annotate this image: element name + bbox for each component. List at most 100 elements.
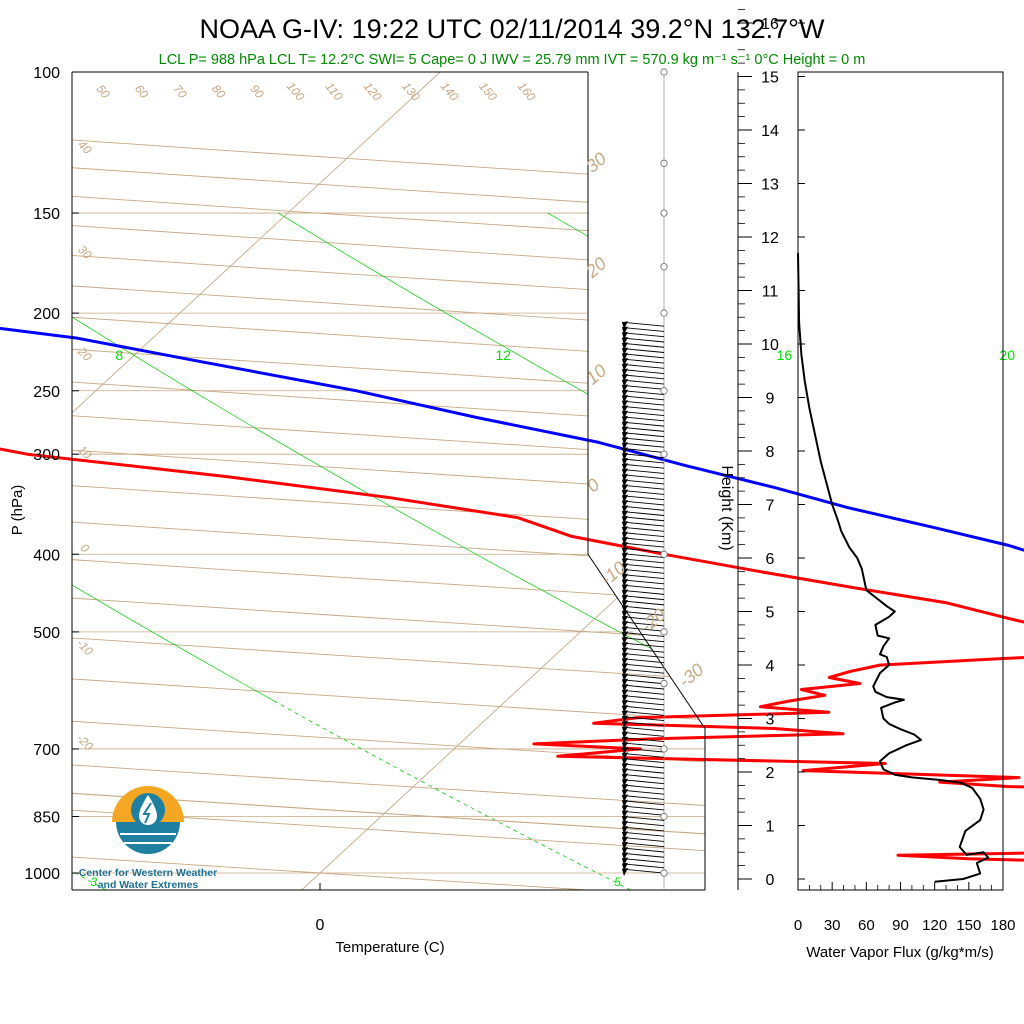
calm-wind-marker [660,812,668,821]
height-tick-label: 6 [766,551,775,568]
wind-barb [621,348,665,353]
mixing-ratio-line [547,212,705,702]
isotherm-label: 10 [582,360,610,388]
dry-adiabat-line [72,72,588,890]
wind-barb-flag [622,426,628,435]
parcel-path-line [72,376,705,874]
wind-barb-flag [622,442,628,451]
wind-barb [621,495,665,501]
wind-barb [621,721,665,727]
wind-barb [621,589,665,595]
wind-barb [621,605,665,611]
wind-barb [621,742,665,748]
wind-barb-flag [622,578,628,587]
wind-barb [621,369,665,374]
height-tick-label: 13 [761,177,779,194]
wind-barb-flag [622,768,628,777]
dry-adiabat-line [72,72,705,890]
wind-barb-flag [622,857,628,866]
dry-adiabat-line [72,72,705,890]
wind-barb-flag [622,531,628,540]
wind-barb [621,842,665,848]
flux-tick-label: 0 [794,917,802,934]
wind-barb-flag [622,326,628,335]
wind-barb [621,516,665,522]
wind-barb [621,484,665,490]
wind-barb [621,405,665,411]
wind-barb [621,763,665,769]
height-tick-label: 10 [761,337,779,354]
wind-barb [621,826,665,832]
wind-barb [621,800,665,806]
wind-barb-flag [622,747,628,756]
wind-barb-flag [622,694,628,703]
height-tick-label: 15 [761,70,779,87]
pressure-axis-label: P (hPa) [9,485,26,536]
height-tick-label: 9 [766,391,775,408]
wind-barb [621,595,665,601]
isotherm-line [72,72,441,890]
chart-title: NOAA G-IV: 19:22 UTC 02/11/2014 39.2°N 1… [200,14,825,44]
wind-barb-flag [622,447,628,456]
isotherm-label: 20 [581,253,610,282]
dry-adiabat-label: 0 [78,541,93,556]
calm-wind-marker [660,68,668,76]
mixing-ratio-line [761,213,1024,701]
wind-barb-flag [622,373,628,382]
wind-barb [621,858,665,863]
wind-barb [621,779,665,785]
wind-barb [621,684,665,690]
wind-barb-flag [622,783,628,792]
wind-barb-flag [622,510,628,519]
wind-barb [621,768,665,774]
wind-barb-flag [622,389,628,398]
wind-barb [621,453,665,459]
wind-barb [621,447,665,453]
dry-adiabat-label: 50 [93,82,113,101]
wind-barb-flag [622,526,628,535]
wind-barb-flag [622,773,628,782]
wind-barb-flag [622,605,628,614]
wind-barb [621,526,665,532]
logo-text-line2: and Water Extremes [98,879,199,891]
wind-barb [621,337,665,343]
wind-barb-flag [622,705,628,714]
dewpoint-line [0,326,1024,552]
dry-adiabat-line [72,72,705,890]
wind-barb-flag [622,415,628,424]
wind-barb-flag [622,762,628,771]
wind-barb-flag [622,726,628,735]
wind-barb [621,626,665,632]
wind-barb-flag [622,810,628,819]
wind-barb [621,631,665,637]
wind-barb-flag [622,715,628,724]
wind-barb [621,500,665,506]
wind-barb-flag [622,331,628,340]
height-tick-label: 4 [766,658,775,675]
mixing-ratio-line [278,212,705,702]
wind-barb [621,332,665,338]
wind-barb [621,679,665,685]
wind-barb-flag [622,552,628,561]
wind-barb-flag [622,368,628,377]
dry-adiabat-line [72,72,705,890]
dry-adiabat-label: -20 [74,731,96,753]
height-tick-label: 16 [761,16,779,33]
wind-barb [621,327,665,332]
wind-barb-flag [622,673,628,682]
wind-barb [621,784,665,790]
pressure-tick-label: 700 [33,742,60,759]
dry-adiabat-line [72,72,705,890]
height-tick-label: 11 [762,284,779,301]
cw3e-logo: Center for Western Weather and Water Ext… [79,786,217,891]
wind-barb-flag [622,741,628,750]
skew-t-plot: 8121620242832235812205060708090100110120… [0,65,1024,956]
pressure-tick-label: 500 [33,625,60,642]
wind-barb-flag [622,804,628,813]
wind-barb-flag [622,515,628,524]
height-tick-label: 3 [766,712,775,729]
flux-tick-label: 90 [892,917,909,934]
wind-barb-flag [622,684,628,693]
wind-barb-flag [622,626,628,635]
